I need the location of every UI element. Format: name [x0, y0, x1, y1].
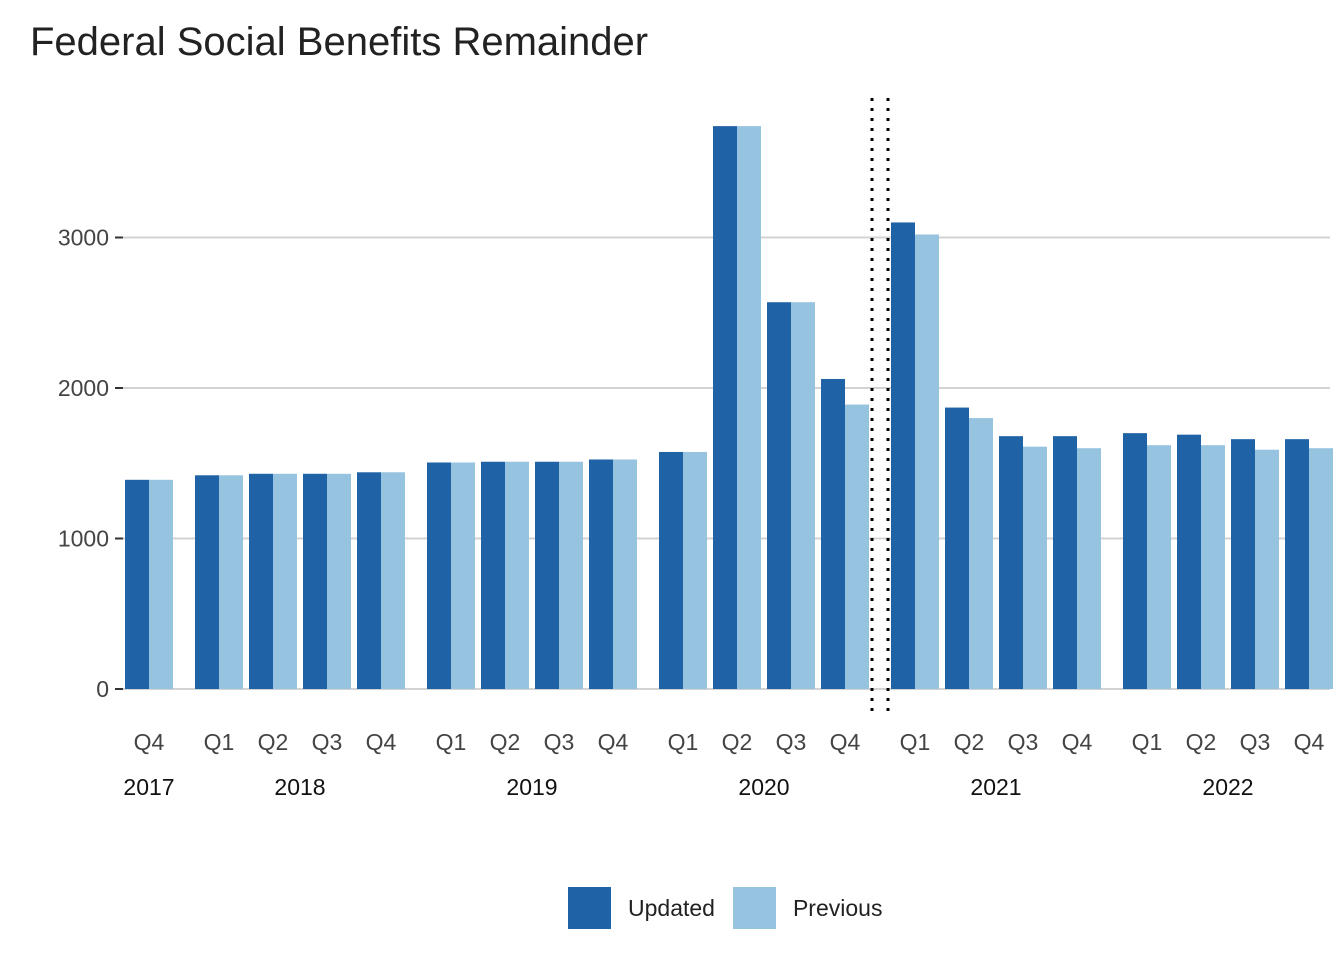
year-label-2021: 2021 — [970, 774, 1021, 800]
bar-previous-17 — [1147, 445, 1171, 689]
bar-previous-3 — [327, 473, 351, 689]
bar-previous-10 — [737, 126, 761, 689]
bar-updated-8 — [589, 459, 613, 689]
bar-previous-0 — [149, 479, 173, 689]
x-tick-label-2020-Q2: Q2 — [722, 729, 753, 755]
legend: Updated Previous — [568, 887, 900, 929]
year-label-2020: 2020 — [738, 774, 789, 800]
year-label-2018: 2018 — [274, 774, 325, 800]
legend-item-previous: Previous — [732, 887, 883, 929]
bar-updated-11 — [767, 302, 791, 689]
x-tick-label-2019-Q1: Q1 — [436, 729, 467, 755]
x-tick-label-2017-Q4: Q4 — [134, 729, 165, 755]
bar-previous-8 — [613, 459, 637, 689]
bar-previous-14 — [969, 418, 993, 689]
y-tick-label-2000: 2000 — [58, 375, 109, 401]
bar-updated-1 — [195, 475, 219, 689]
year-label-2022: 2022 — [1202, 774, 1253, 800]
legend-label-previous: Previous — [792, 894, 883, 921]
bar-updated-15 — [999, 436, 1023, 689]
x-tick-label-2021-Q4: Q4 — [1062, 729, 1093, 755]
year-label-2017: 2017 — [123, 774, 174, 800]
x-tick-label-2018-Q2: Q2 — [258, 729, 289, 755]
bar-updated-4 — [357, 472, 381, 689]
x-tick-label-2019-Q2: Q2 — [490, 729, 521, 755]
chart-title: Federal Social Benefits Remainder — [30, 20, 649, 64]
x-tick-label-2022-Q3: Q3 — [1240, 729, 1271, 755]
bar-updated-17 — [1123, 433, 1147, 689]
x-tick-label-2021-Q2: Q2 — [954, 729, 985, 755]
y-tick-label-1000: 1000 — [58, 526, 109, 552]
legend-item-updated: Updated — [568, 887, 715, 929]
bar-updated-0 — [125, 479, 149, 689]
bar-previous-13 — [915, 234, 939, 690]
x-tick-label-2020-Q4: Q4 — [830, 729, 861, 755]
bar-previous-11 — [791, 302, 815, 689]
x-tick-label-2019-Q3: Q3 — [544, 729, 575, 755]
bar-previous-7 — [559, 461, 583, 689]
bar-previous-1 — [219, 475, 243, 689]
bar-updated-9 — [659, 451, 683, 689]
bar-previous-9 — [683, 451, 707, 689]
legend-swatch-previous — [732, 887, 776, 929]
bar-updated-3 — [303, 473, 327, 689]
x-tick-label-2022-Q4: Q4 — [1294, 729, 1325, 755]
bar-updated-20 — [1285, 439, 1309, 689]
x-tick-label-2018-Q4: Q4 — [366, 729, 397, 755]
x-tick-label-2022-Q2: Q2 — [1186, 729, 1217, 755]
x-tick-label-2020-Q3: Q3 — [776, 729, 807, 755]
bar-previous-5 — [451, 462, 475, 689]
legend-swatch-updated — [568, 887, 611, 929]
bar-previous-20 — [1309, 448, 1333, 689]
year-label-2019: 2019 — [506, 774, 557, 800]
bar-previous-16 — [1077, 448, 1101, 689]
bar-updated-14 — [945, 407, 969, 689]
bar-updated-2 — [249, 473, 273, 689]
bar-updated-13 — [891, 222, 915, 689]
bar-updated-10 — [713, 126, 737, 689]
x-tick-label-2022-Q1: Q1 — [1132, 729, 1163, 755]
x-tick-label-2019-Q4: Q4 — [598, 729, 629, 755]
y-tick-label-0: 0 — [96, 676, 109, 702]
legend-label-updated: Updated — [628, 894, 715, 921]
bar-updated-5 — [427, 462, 451, 689]
y-tick-label-3000: 3000 — [58, 225, 109, 251]
x-tick-label-2021-Q3: Q3 — [1008, 729, 1039, 755]
bar-previous-18 — [1201, 445, 1225, 689]
x-tick-label-2018-Q3: Q3 — [312, 729, 343, 755]
bar-updated-18 — [1177, 434, 1201, 689]
x-tick-label-2021-Q1: Q1 — [900, 729, 931, 755]
bar-previous-6 — [505, 461, 529, 689]
bar-updated-19 — [1231, 439, 1255, 689]
x-tick-label-2020-Q1: Q1 — [668, 729, 699, 755]
bar-previous-15 — [1023, 446, 1047, 689]
bar-updated-7 — [535, 461, 559, 689]
bar-updated-6 — [481, 461, 505, 689]
x-tick-label-2018-Q1: Q1 — [204, 729, 235, 755]
bar-updated-12 — [821, 378, 845, 689]
bar-previous-12 — [845, 404, 869, 689]
bar-updated-16 — [1053, 436, 1077, 689]
bar-previous-19 — [1255, 449, 1279, 689]
bar-previous-4 — [381, 472, 405, 689]
bar-previous-2 — [273, 473, 297, 689]
